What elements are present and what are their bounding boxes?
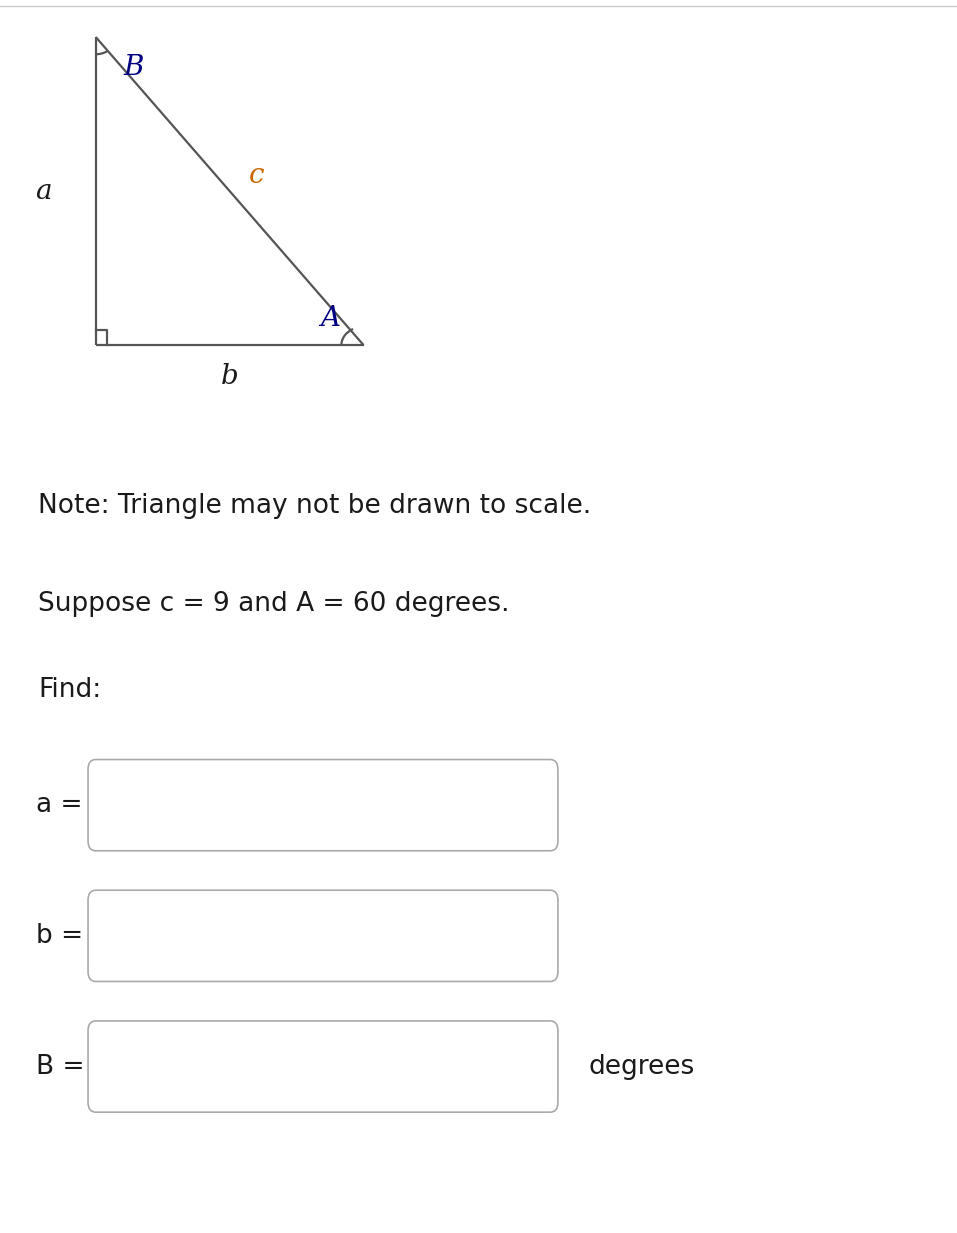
Text: a: a: [34, 178, 52, 205]
Text: a =: a =: [36, 792, 83, 819]
Text: Find:: Find:: [38, 677, 101, 704]
Text: B: B: [123, 54, 145, 81]
Text: b =: b =: [36, 922, 83, 949]
Text: c: c: [249, 162, 264, 189]
Text: Note: Triangle may not be drawn to scale.: Note: Triangle may not be drawn to scale…: [38, 492, 591, 519]
Text: b: b: [221, 363, 238, 390]
Text: Suppose c = 9 and A = 60 degrees.: Suppose c = 9 and A = 60 degrees.: [38, 591, 510, 618]
FancyBboxPatch shape: [88, 890, 558, 981]
FancyBboxPatch shape: [88, 760, 558, 851]
Text: B =: B =: [36, 1053, 85, 1080]
Text: A: A: [321, 305, 340, 332]
FancyBboxPatch shape: [88, 1021, 558, 1112]
Text: degrees: degrees: [589, 1053, 695, 1080]
